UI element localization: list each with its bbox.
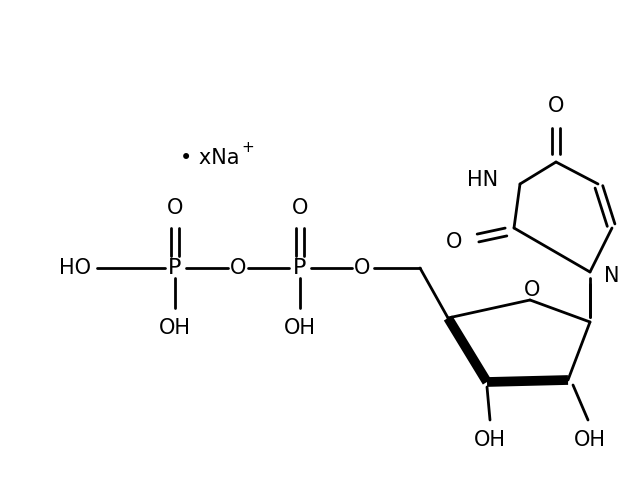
- Text: HO: HO: [59, 258, 91, 278]
- Text: OH: OH: [474, 430, 506, 450]
- Text: N: N: [604, 266, 620, 286]
- Text: O: O: [167, 198, 183, 218]
- Text: +: +: [242, 141, 254, 156]
- Text: OH: OH: [574, 430, 606, 450]
- Text: O: O: [230, 258, 246, 278]
- Text: P: P: [293, 258, 307, 278]
- Text: OH: OH: [159, 318, 191, 338]
- Text: • xNa: • xNa: [180, 148, 240, 168]
- Text: O: O: [446, 232, 462, 252]
- Text: O: O: [292, 198, 308, 218]
- Text: O: O: [354, 258, 370, 278]
- Text: O: O: [548, 96, 564, 116]
- Text: HN: HN: [467, 170, 498, 190]
- Text: O: O: [524, 280, 540, 300]
- Text: OH: OH: [284, 318, 316, 338]
- Text: P: P: [168, 258, 182, 278]
